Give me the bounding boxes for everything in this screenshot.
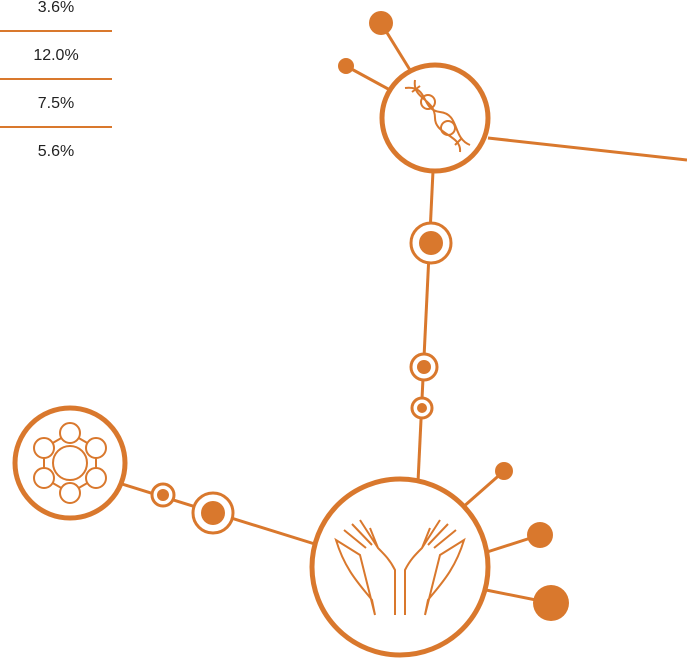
dna-node bbox=[379, 62, 491, 174]
gloves-node bbox=[309, 476, 491, 658]
value-row: 5.6% bbox=[0, 128, 112, 174]
dots bbox=[338, 11, 569, 621]
value: 12.0% bbox=[33, 47, 79, 64]
value-row: 3.6% bbox=[0, 0, 112, 32]
value: 5.6% bbox=[37, 143, 75, 160]
value-row: 12.0% bbox=[0, 32, 112, 80]
value: 3.6% bbox=[37, 0, 75, 16]
value-row: 7.5% bbox=[0, 80, 112, 128]
value: 7.5% bbox=[37, 95, 75, 112]
ring-nodes bbox=[150, 221, 453, 535]
hex-node bbox=[12, 405, 128, 521]
